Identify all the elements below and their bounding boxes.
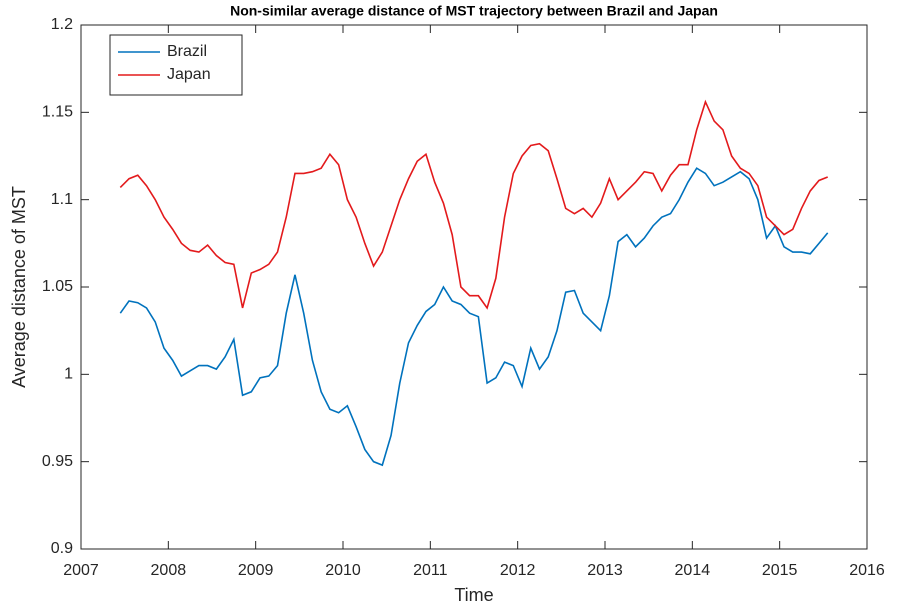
y-tick-label: 0.9 xyxy=(51,540,73,557)
y-tick-label: 0.95 xyxy=(42,453,73,470)
legend-label: Brazil xyxy=(167,43,207,60)
legend-label: Japan xyxy=(167,66,211,83)
y-tick-label: 1.05 xyxy=(42,278,73,295)
y-tick-label: 1.1 xyxy=(51,191,73,208)
x-tick-label: 2009 xyxy=(238,562,274,579)
chart-title: Non-similar average distance of MST traj… xyxy=(230,3,718,19)
x-tick-label: 2011 xyxy=(413,562,448,579)
x-tick-label: 2010 xyxy=(325,562,361,579)
y-axis-label: Average distance of MST xyxy=(9,186,29,388)
x-tick-label: 2007 xyxy=(63,562,99,579)
series-line xyxy=(119,167,829,467)
x-tick-label: 2016 xyxy=(849,562,885,579)
x-tick-label: 2014 xyxy=(675,562,711,579)
series-line xyxy=(119,99,828,310)
y-tick-label: 1.2 xyxy=(51,16,73,33)
x-tick-label: 2012 xyxy=(500,562,536,579)
x-tick-label: 2015 xyxy=(762,562,798,579)
x-tick-label: 2013 xyxy=(587,562,623,579)
x-tick-label: 2008 xyxy=(151,562,187,579)
y-tick-label: 1.15 xyxy=(42,104,73,121)
y-tick-label: 1 xyxy=(64,366,73,383)
x-axis-label: Time xyxy=(454,585,493,605)
legend-box xyxy=(109,34,243,96)
